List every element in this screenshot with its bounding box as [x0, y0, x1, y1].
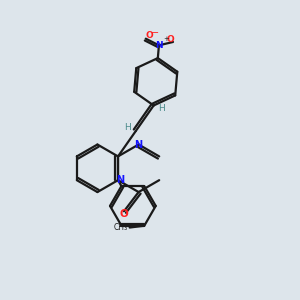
Text: N: N: [155, 41, 163, 50]
Text: O: O: [167, 35, 174, 44]
Text: N: N: [134, 140, 143, 149]
Text: O: O: [120, 209, 128, 219]
Text: O: O: [146, 32, 153, 40]
Text: H: H: [158, 104, 165, 113]
Text: N: N: [116, 175, 124, 185]
Text: H: H: [124, 123, 131, 132]
Text: −: −: [151, 28, 159, 38]
Text: +: +: [163, 36, 169, 42]
Text: CH₃: CH₃: [113, 223, 128, 232]
